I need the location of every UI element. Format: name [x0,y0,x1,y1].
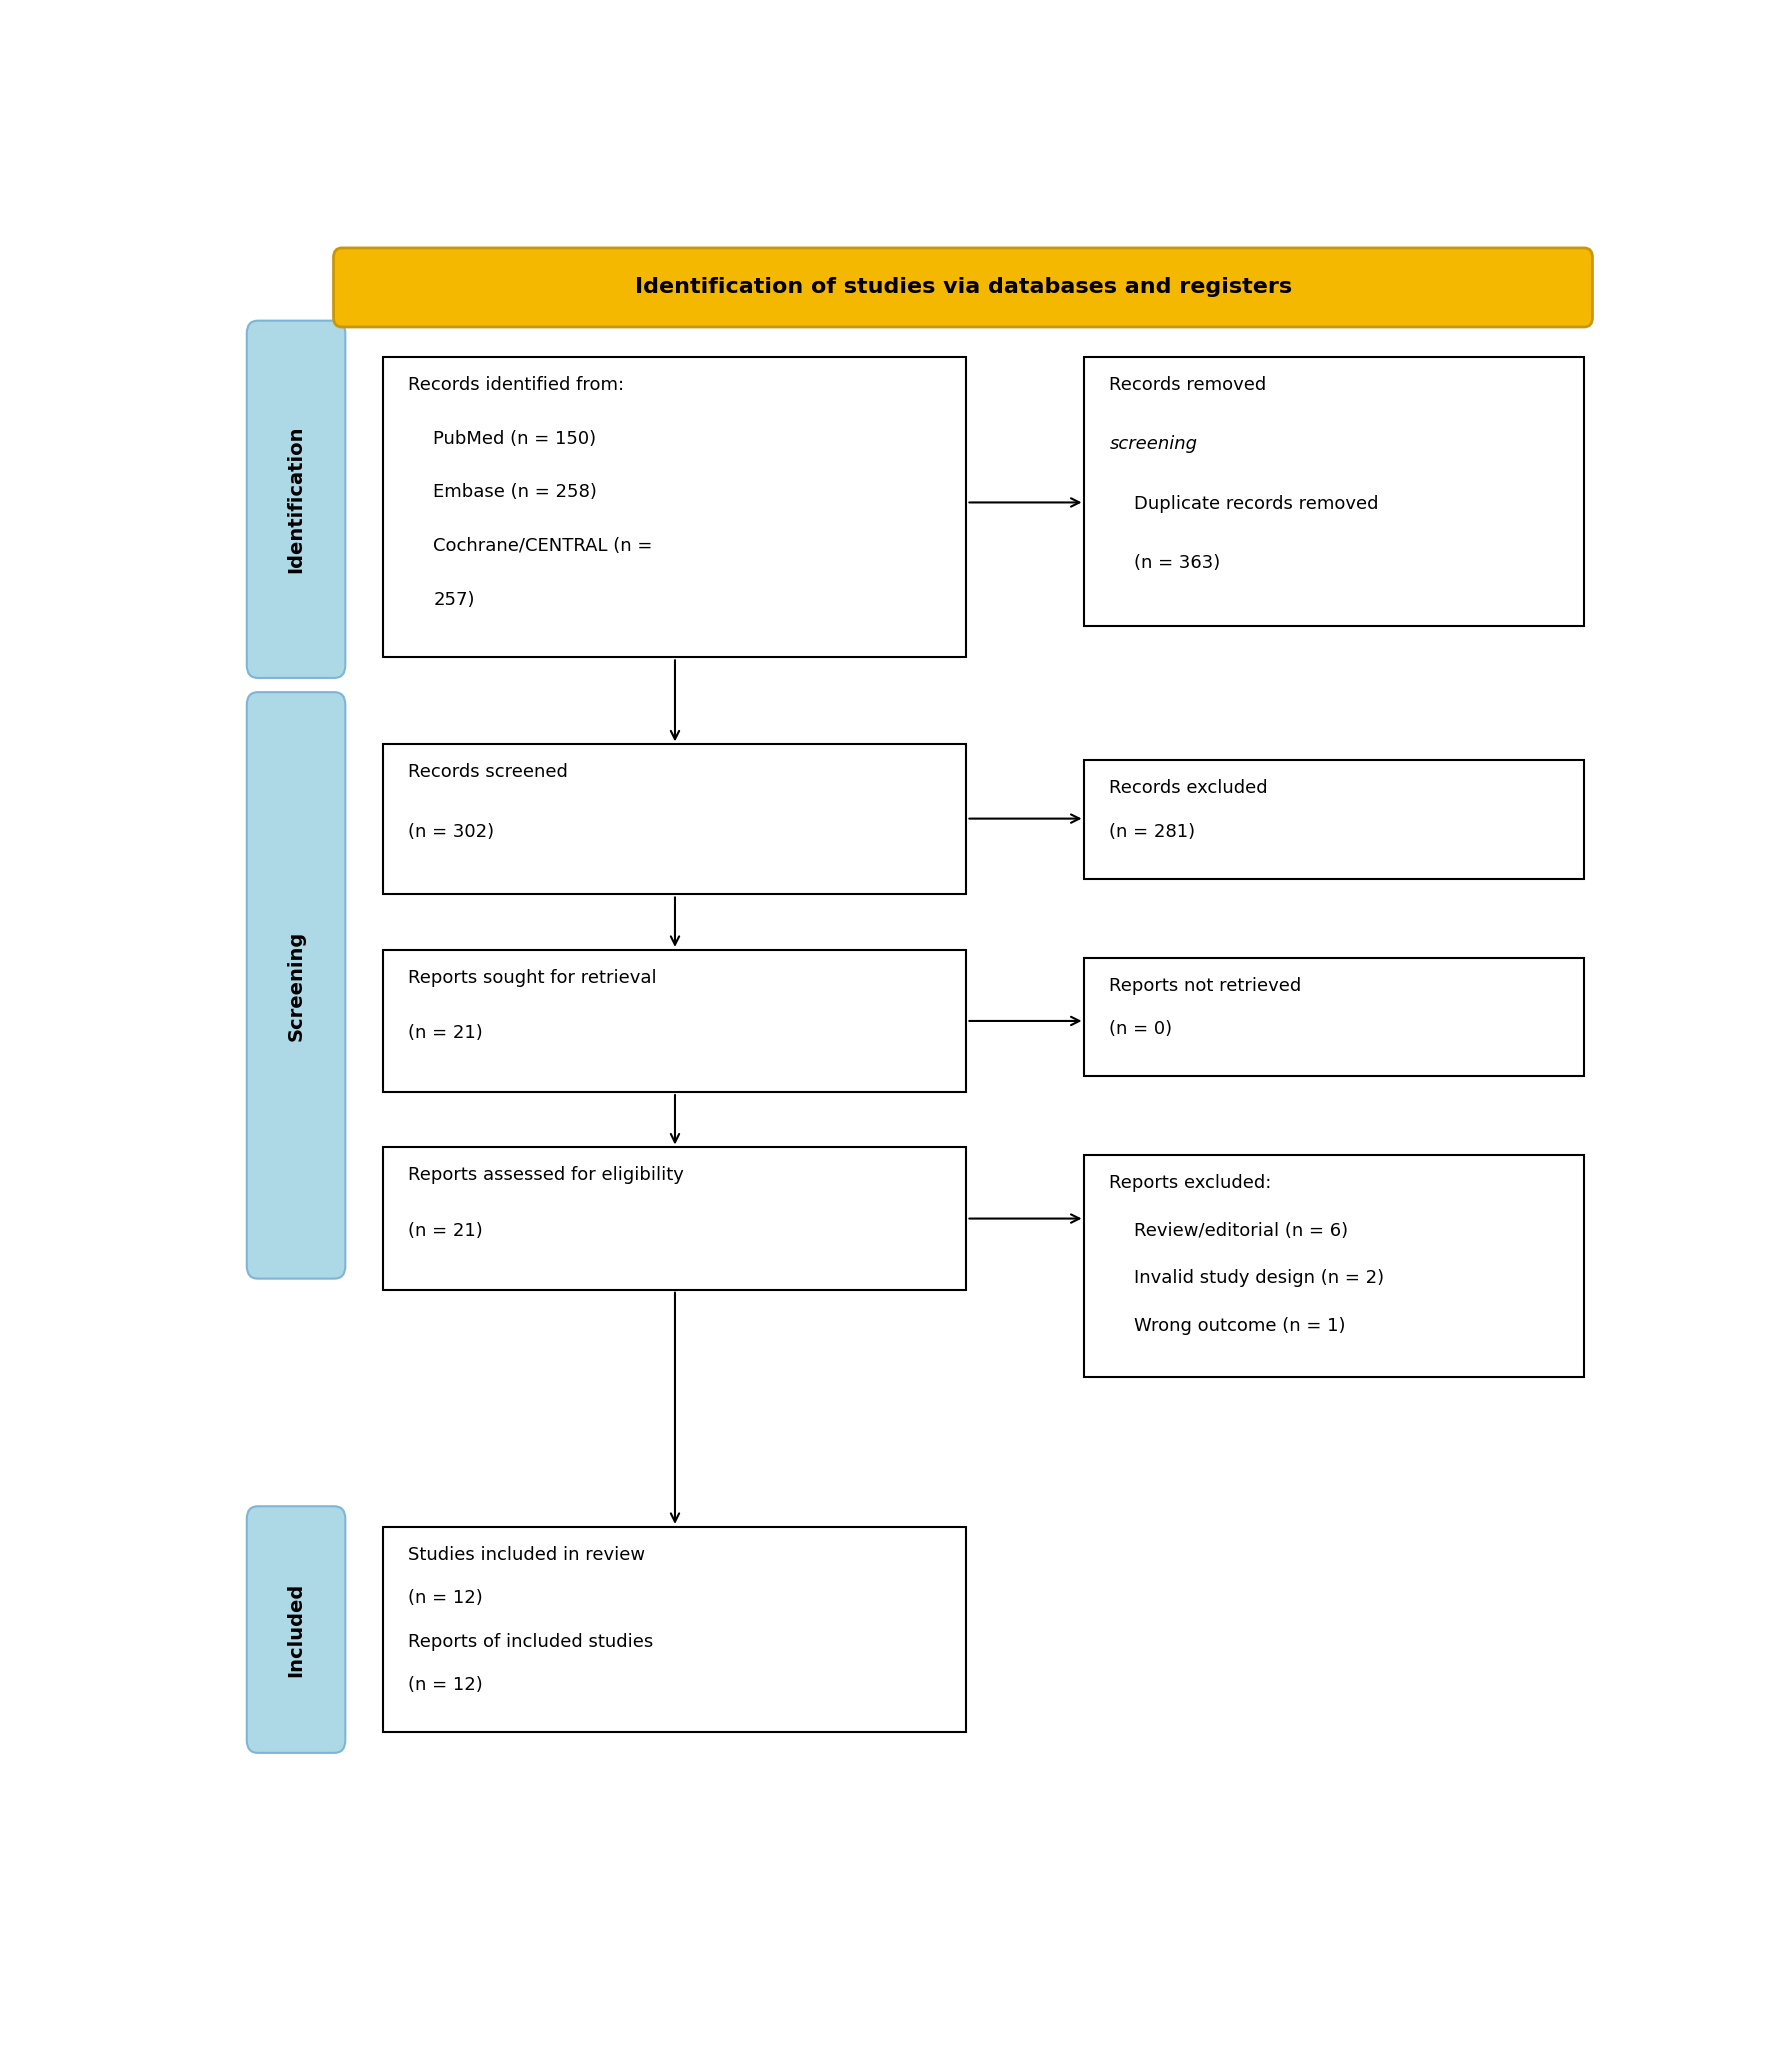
FancyBboxPatch shape [1084,357,1585,626]
Text: Invalid study design (n = 2): Invalid study design (n = 2) [1134,1269,1384,1287]
Text: (n = 281): (n = 281) [1109,823,1196,840]
Text: (n = 21): (n = 21) [408,1024,484,1043]
FancyBboxPatch shape [1084,1156,1585,1378]
FancyBboxPatch shape [247,1507,346,1753]
FancyBboxPatch shape [383,357,967,657]
Text: Reports not retrieved: Reports not retrieved [1109,977,1302,996]
Text: (n = 363): (n = 363) [1134,554,1221,573]
Text: (n = 302): (n = 302) [408,823,494,840]
Text: Identification of studies via databases and registers: Identification of studies via databases … [636,277,1293,298]
Text: (n = 12): (n = 12) [408,1675,484,1694]
FancyBboxPatch shape [383,1148,967,1289]
Text: 257): 257) [433,591,475,610]
FancyBboxPatch shape [333,248,1592,326]
Text: Studies included in review: Studies included in review [408,1546,645,1564]
FancyBboxPatch shape [1084,760,1585,879]
Text: Reports excluded:: Reports excluded: [1109,1174,1272,1193]
Text: Records screened: Records screened [408,764,568,782]
Text: (n = 21): (n = 21) [408,1222,484,1240]
FancyBboxPatch shape [247,692,346,1279]
FancyBboxPatch shape [383,1527,967,1733]
Text: Reports sought for retrieval: Reports sought for retrieval [408,969,657,987]
Text: Included: Included [287,1583,306,1677]
Text: Duplicate records removed: Duplicate records removed [1134,495,1379,513]
FancyBboxPatch shape [247,320,346,677]
FancyBboxPatch shape [383,951,967,1092]
Text: Records removed: Records removed [1109,376,1272,394]
Text: Reports assessed for eligibility: Reports assessed for eligibility [408,1166,684,1185]
Text: screening: screening [1109,435,1198,454]
Text: Records excluded: Records excluded [1109,778,1268,797]
Text: Embase (n = 258): Embase (n = 258) [433,482,598,501]
Text: Wrong outcome (n = 1): Wrong outcome (n = 1) [1134,1316,1345,1334]
FancyBboxPatch shape [1084,957,1585,1076]
Text: PubMed (n = 150): PubMed (n = 150) [433,429,596,448]
Text: Reports of included studies: Reports of included studies [408,1632,654,1651]
Text: Records identified from:: Records identified from: [408,376,625,394]
Text: Review/editorial (n = 6): Review/editorial (n = 6) [1134,1222,1349,1240]
Text: Screening: Screening [287,930,306,1041]
Text: Identification: Identification [287,425,306,573]
Text: (n = 0): (n = 0) [1109,1020,1173,1039]
Text: (n = 12): (n = 12) [408,1589,484,1607]
Text: Cochrane/CENTRAL (n =: Cochrane/CENTRAL (n = [433,538,654,554]
FancyBboxPatch shape [383,745,967,895]
